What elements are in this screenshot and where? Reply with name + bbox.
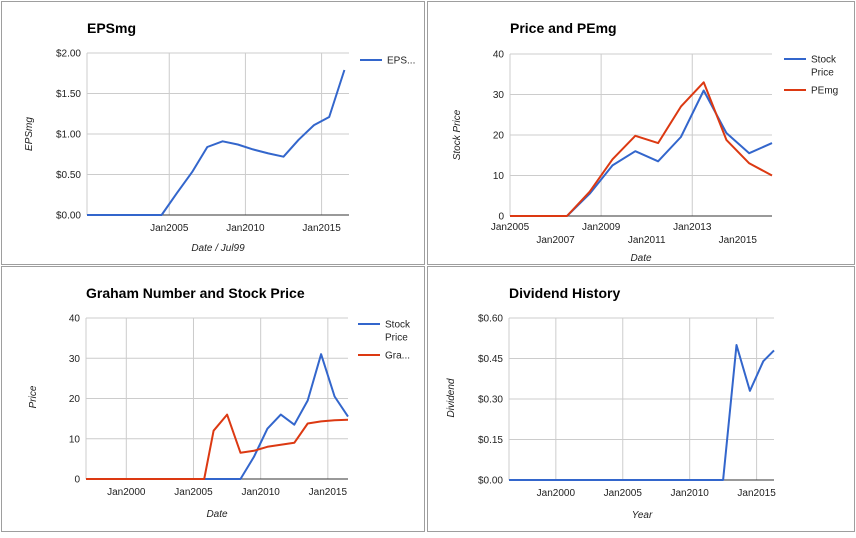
y-tick-label: $2.00: [56, 49, 81, 60]
y-tick-label: $0.00: [56, 211, 81, 222]
y-tick-label: 0: [74, 475, 80, 486]
legend-label: Gra...: [385, 351, 410, 362]
legend-label: EPS...: [387, 56, 415, 67]
chart-title: Price and PEmg: [510, 20, 617, 36]
y-axis-label: Price: [28, 385, 39, 408]
x-axis-label: Date / Jul99: [191, 243, 245, 254]
x-tick-label: Jan2005: [150, 223, 189, 234]
x-tick-label: Jan2015: [719, 235, 758, 246]
y-tick-label: $1.50: [56, 89, 81, 100]
y-tick-label: 20: [493, 131, 505, 142]
x-tick-label: Jan2000: [537, 488, 576, 499]
x-tick-label: Jan2010: [241, 487, 280, 498]
eps-chart: $0.00 $0.50 $1.00 $1.50 $2.00 Jan2005 Jan2010 J…: [24, 20, 415, 254]
y-tick-label: $0.15: [478, 435, 503, 446]
x-tick-label: Jan2005: [604, 488, 643, 499]
x-tick-label: Jan2015: [309, 487, 348, 498]
dividend-chart-panel: $0.00 $0.15 $0.30 $0.45 $0.60 Jan2000 Jan2005 J…: [427, 266, 855, 532]
y-tick-label: $0.60: [478, 314, 503, 325]
chart-title: Graham Number and Stock Price: [86, 285, 305, 301]
series-line-2: [510, 81, 773, 217]
price-pe-chart-panel: 0 10 20 30 40 Jan2005 Jan2007 Jan2009 Jan2011 Jan…: [427, 1, 855, 265]
y-tick-label: $0.30: [478, 395, 503, 406]
x-axis-label: Date: [206, 509, 228, 520]
y-tick-label: $1.00: [56, 130, 81, 141]
y-tick-label: 30: [69, 354, 81, 365]
y-axis-label: Dividend: [446, 378, 457, 417]
x-tick-label: Jan2000: [107, 487, 146, 498]
legend-label: Stock Price: [811, 55, 837, 79]
eps-chart-panel: $0.00 $0.50 $1.00 $1.50 $2.00 Jan2005 Jan2010 J…: [1, 1, 425, 265]
x-tick-label: Jan2011: [628, 235, 666, 246]
x-tick-label: Jan2013: [673, 222, 712, 233]
y-tick-label: 0: [498, 212, 504, 223]
series-line-2: [86, 413, 349, 480]
x-tick-label: Jan2005: [491, 222, 530, 233]
y-tick-label: 40: [493, 50, 505, 61]
series-line-1: [87, 69, 346, 216]
x-tick-label: Jan2010: [670, 488, 709, 499]
graham-chart-panel: 0 10 20 30 40 Jan2000 Jan2005 Jan2010 Jan2015 Gra…: [1, 266, 425, 532]
y-tick-label: 20: [69, 394, 81, 405]
price-pe-chart: 0 10 20 30 40 Jan2005 Jan2007 Jan2009 Jan2011 Jan…: [452, 20, 838, 264]
x-tick-label: Jan2010: [226, 223, 265, 234]
y-tick-label: 10: [493, 171, 505, 182]
series-line-1: [86, 353, 349, 480]
chart-title: EPSmg: [87, 20, 136, 36]
x-axis-label: Year: [632, 510, 653, 521]
series-line-1: [509, 344, 775, 481]
x-tick-label: Jan2015: [737, 488, 776, 499]
x-tick-label: Jan2015: [302, 223, 341, 234]
y-tick-label: 40: [69, 314, 81, 325]
x-axis-label: Date: [630, 253, 652, 264]
legend-label: PEmg: [811, 86, 838, 97]
graham-chart: 0 10 20 30 40 Jan2000 Jan2005 Jan2010 Jan2015 Gra…: [28, 285, 411, 520]
chart-title: Dividend History: [509, 285, 620, 301]
x-tick-label: Jan2007: [536, 235, 575, 246]
y-tick-label: $0.50: [56, 170, 81, 181]
y-axis-label: EPSmg: [24, 117, 35, 151]
x-tick-label: Jan2005: [174, 487, 213, 498]
y-axis-label: Stock Price: [452, 109, 463, 160]
series-line-1: [510, 89, 773, 217]
y-tick-label: 30: [493, 90, 505, 101]
y-tick-label: $0.00: [478, 476, 503, 487]
x-tick-label: Jan2009: [582, 222, 621, 233]
legend-label: Stock Price: [385, 320, 411, 344]
y-tick-label: 10: [69, 434, 81, 445]
dividend-chart: $0.00 $0.15 $0.30 $0.45 $0.60 Jan2000 Jan2005 J…: [446, 285, 776, 521]
y-tick-label: $0.45: [478, 354, 503, 365]
